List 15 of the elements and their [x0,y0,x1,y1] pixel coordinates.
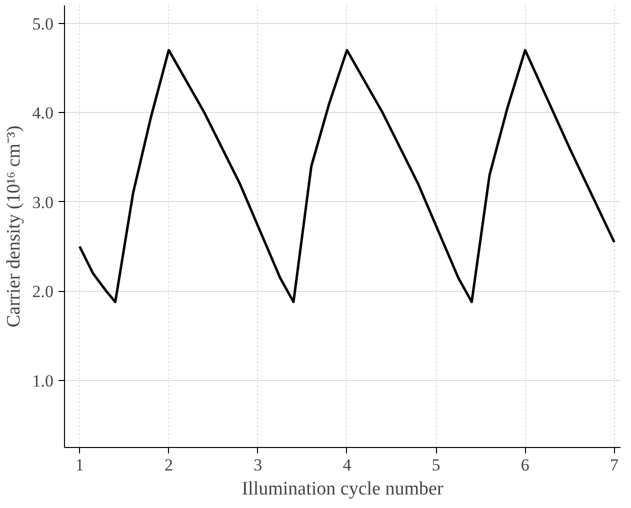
y-tick-label: 1.0 [32,372,54,391]
x-tick-label: 7 [610,456,620,474]
y-tick-label: 2.0 [32,282,54,302]
y-tick-label: 3.0 [32,192,54,212]
x-tick-label: 6 [520,456,530,474]
x-tick-label: 4 [342,456,352,474]
y-tick-label: 4.0 [32,104,54,123]
x-tick-label: 1 [75,456,84,474]
y-tick-label: 5.0 [32,14,54,34]
x-tick-label: 5 [432,456,440,474]
x-tick-label: 2 [164,456,173,474]
x-tick-label: 3 [254,456,262,474]
line-series [78,48,616,304]
x-axis-title: Illumination cycle number [242,478,444,500]
y-axis-title: Carrier density (10¹⁶ cm⁻³) [3,126,24,328]
